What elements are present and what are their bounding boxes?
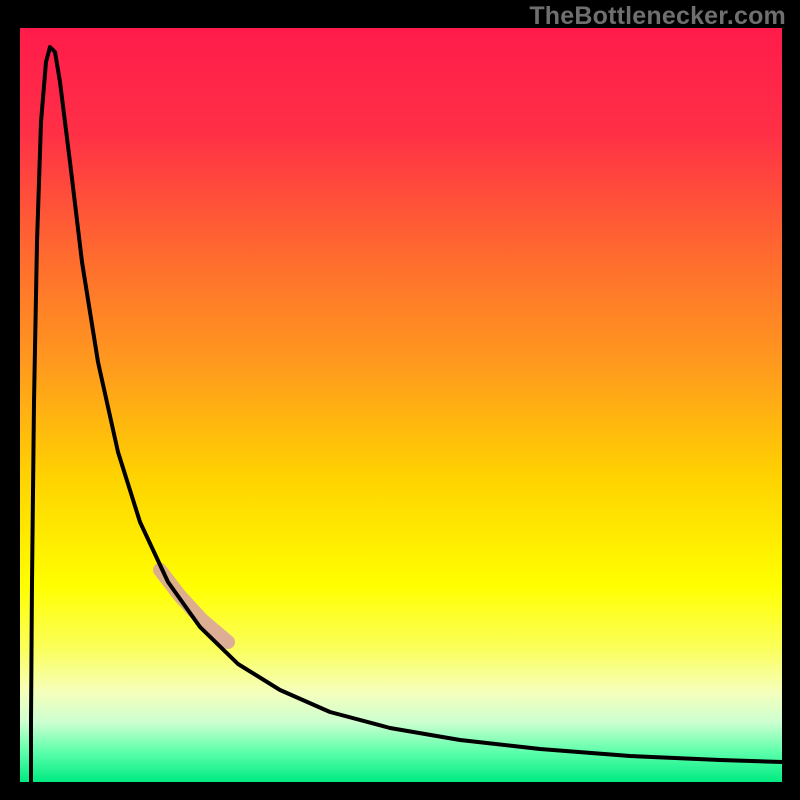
bottleneck-curve bbox=[31, 47, 782, 782]
chart-frame: TheBottlenecker.com bbox=[0, 0, 800, 800]
plot-area bbox=[20, 28, 782, 782]
watermark-text: TheBottlenecker.com bbox=[529, 2, 786, 31]
curve-highlight-segment bbox=[160, 570, 228, 642]
curve-svg bbox=[20, 28, 782, 782]
